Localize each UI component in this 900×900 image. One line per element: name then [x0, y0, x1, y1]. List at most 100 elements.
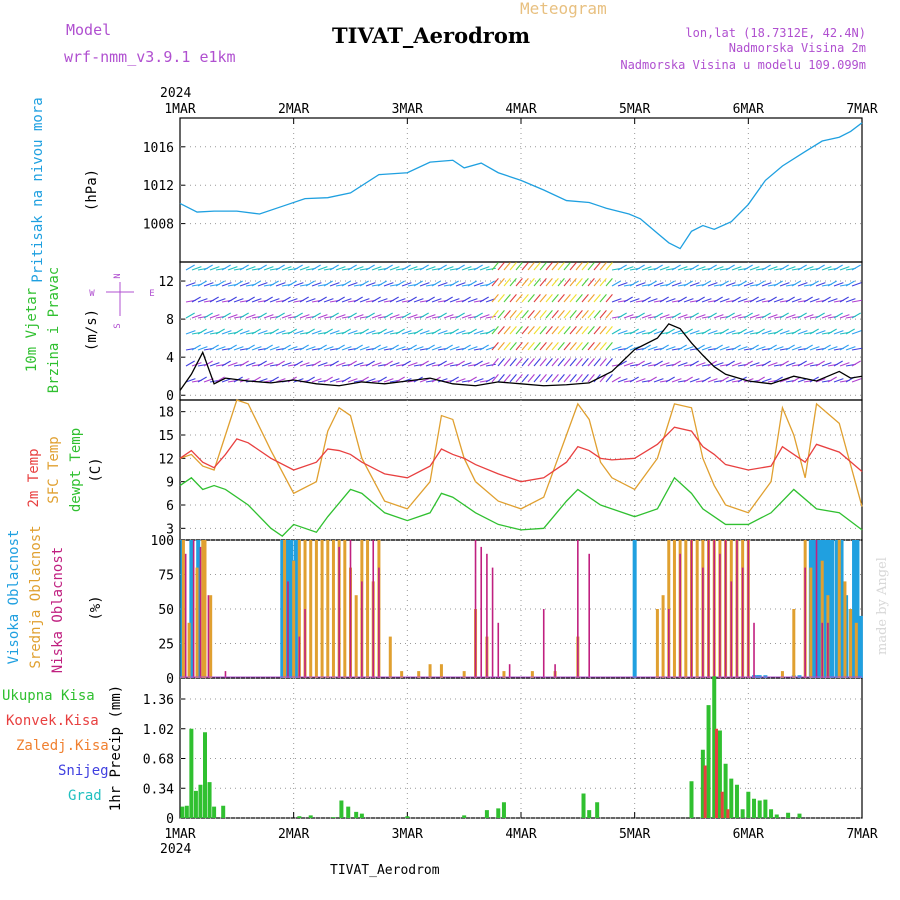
wind-barb [437, 378, 448, 383]
wind-barb [269, 346, 280, 351]
x-tick-bottom: 3MAR [392, 827, 423, 842]
wind-barb [341, 346, 352, 351]
wind-barb [803, 266, 814, 271]
wind-barb [617, 312, 627, 319]
mid-cloud-bar [849, 609, 853, 678]
wind-barb [257, 312, 267, 319]
precip-legend-item: Konvek.Kisa [6, 713, 99, 729]
wind-barb [629, 298, 640, 303]
wind-barb [407, 314, 418, 319]
wind-barb [629, 346, 640, 351]
wind-barb [209, 344, 219, 351]
wind-barb [731, 314, 742, 319]
model-label: Model [66, 21, 111, 39]
wind-barb [437, 330, 448, 335]
wind-barb [329, 312, 339, 319]
wind-barb [503, 325, 511, 335]
wind-barb [791, 328, 801, 335]
wind-barb [425, 362, 436, 367]
wind-barb [695, 362, 706, 367]
wind-barb [515, 357, 523, 367]
total-rain-bar [184, 805, 189, 818]
y-tick-label: 3 [166, 522, 174, 537]
wind-barb [839, 266, 850, 271]
wind-barb [617, 330, 628, 335]
total-rain-bar [212, 806, 217, 818]
wind-barb [779, 282, 790, 287]
wind-barb [455, 282, 466, 287]
wind-barb [749, 296, 759, 303]
wind-barb [659, 296, 669, 303]
wind-barb [491, 341, 499, 351]
wind-barb [581, 325, 589, 335]
y-tick-label: 12 [158, 275, 174, 290]
mid-cloud-bar [400, 671, 404, 678]
wind-barb [821, 314, 832, 319]
wind-barb [545, 309, 553, 319]
wind-barb [587, 373, 595, 383]
pressure-axis-label: Pritisak na nivou mora [30, 97, 46, 282]
mid-cloud-bar [843, 581, 847, 678]
wind-barb [761, 360, 771, 367]
wind-barb [653, 360, 663, 367]
wind-barb [851, 282, 862, 287]
wind-barb [419, 360, 429, 367]
wind-barb [587, 357, 595, 367]
wind-barb [449, 298, 460, 303]
wind-barb [503, 341, 511, 351]
wind-barb [551, 261, 559, 271]
wind-barb [767, 344, 777, 351]
wind-barb [539, 341, 547, 351]
wind-barb [677, 266, 688, 271]
wind-barb [221, 264, 231, 271]
x-tick-top: 5MAR [619, 102, 650, 117]
wind-barb [731, 344, 741, 351]
wind-barb [569, 277, 577, 287]
wind-barb [377, 298, 388, 303]
wind-barb [557, 261, 565, 271]
wind-barb [737, 298, 748, 303]
total-rain-bar [769, 809, 774, 818]
wind-barb [479, 296, 489, 303]
wind-barb [791, 346, 802, 351]
high-cloud-bar [189, 540, 194, 678]
wind-barb [779, 264, 789, 271]
year-top: 2024 [160, 86, 191, 101]
wind-barb [419, 330, 430, 335]
wind-barb [509, 357, 517, 367]
mid-cloud-bar [354, 595, 358, 678]
wind-barb [377, 328, 387, 335]
wind-barb [671, 282, 682, 287]
conv-rain-bar [715, 728, 719, 818]
wind-barb [407, 362, 418, 367]
wind-barb [527, 277, 535, 287]
temp-unit-label: (C) [88, 457, 104, 482]
wind-barb [623, 362, 634, 367]
wind-barb [353, 314, 364, 319]
wind-barb [257, 330, 268, 335]
x-tick-bottom: 5MAR [619, 827, 650, 842]
wind-barb [737, 328, 747, 335]
low-cloud-bar [741, 567, 744, 678]
wind-barb [449, 328, 459, 335]
wind-barb [443, 362, 454, 367]
wind-barb [593, 325, 601, 335]
wind-barb [545, 261, 553, 271]
wind-barb [389, 362, 400, 367]
wind-barb [413, 280, 423, 287]
wind-barb [329, 378, 340, 383]
wind-barb [623, 344, 633, 351]
wind-barb [515, 341, 523, 351]
wind-barb [365, 282, 376, 287]
wind-barb [461, 362, 472, 367]
mid-cloud-bar [672, 540, 676, 678]
wind-barb [827, 280, 837, 287]
wind-barb [287, 346, 298, 351]
high-cloud-bar [855, 540, 860, 678]
high-cloud-bar [852, 540, 857, 678]
wind-barb [185, 282, 196, 287]
wind-barb [401, 264, 411, 271]
total-rain-bar [763, 799, 768, 818]
precip-legend-item: Ukupna Kisa [2, 688, 95, 704]
wind-barb [701, 328, 711, 335]
